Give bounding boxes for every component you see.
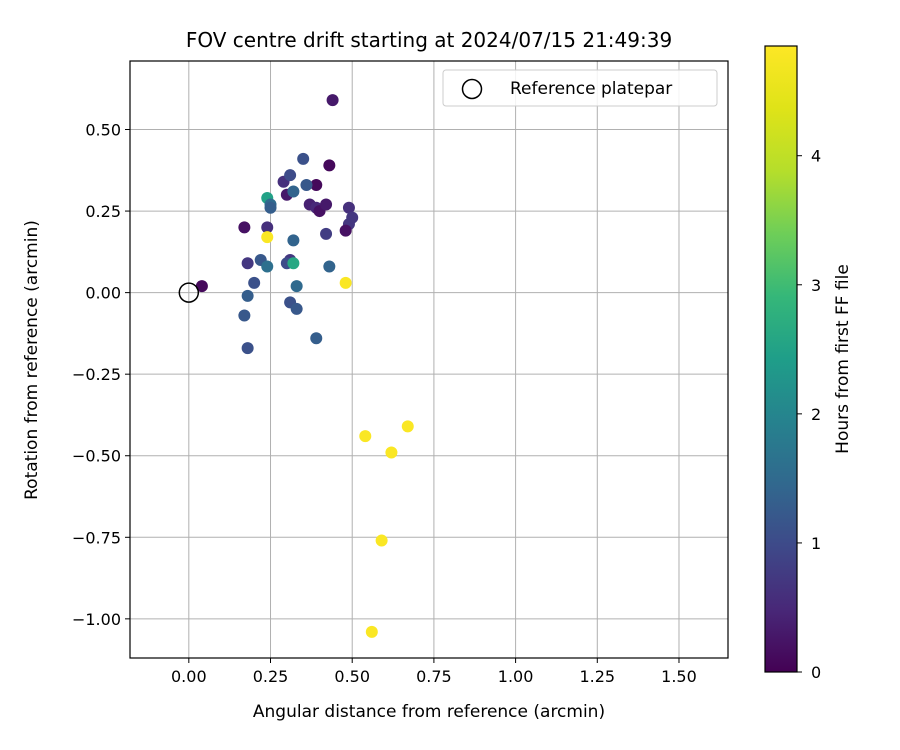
- data-point: [290, 280, 303, 293]
- data-point: [284, 169, 297, 182]
- data-point: [320, 198, 333, 211]
- plot-frame: [129, 60, 729, 659]
- data-point: [297, 152, 310, 165]
- x-tick-label: 0.75: [416, 667, 452, 686]
- data-point: [323, 260, 336, 273]
- data-point: [385, 446, 398, 459]
- y-tick-label: 0.00: [85, 284, 121, 303]
- colorbar-tick-label: 1: [811, 534, 821, 553]
- data-point: [339, 224, 352, 237]
- colorbar-tick-label: 3: [811, 276, 821, 295]
- y-tick-label: −1.00: [72, 610, 121, 629]
- colorbar-ticks: 0 1 2 3 4: [797, 147, 821, 682]
- chart-title: FOV centre drift starting at 2024/07/15 …: [186, 28, 672, 52]
- x-tick-label: 1.50: [661, 667, 697, 686]
- data-point: [326, 94, 339, 107]
- y-tick-label: −0.50: [72, 447, 121, 466]
- data-point: [342, 201, 355, 214]
- legend-box: [442, 69, 718, 107]
- data-point: [241, 289, 254, 302]
- legend-marker-reference: [461, 78, 483, 100]
- reference-point-marker: [178, 282, 200, 303]
- colorbar: 0 1 2 3 4 Hours from first FF file: [764, 45, 853, 682]
- data-point: [241, 342, 254, 355]
- x-axis-ticks: 0.00 0.25 0.50 0.75 1.00 1.25 1.50: [171, 658, 697, 686]
- x-tick-label: 0.25: [253, 667, 289, 686]
- data-point: [401, 420, 414, 433]
- data-point: [195, 280, 208, 293]
- data-point: [339, 276, 352, 289]
- data-point: [346, 211, 359, 224]
- data-point: [310, 178, 323, 191]
- data-point: [241, 257, 254, 270]
- data-point: [238, 309, 251, 322]
- x-axis-label: Angular distance from reference (arcmin): [253, 702, 605, 722]
- x-tick-label: 1.00: [498, 667, 534, 686]
- x-tick-label: 1.25: [579, 667, 615, 686]
- data-point: [287, 257, 300, 270]
- data-point: [290, 302, 303, 315]
- y-tick-label: −0.25: [72, 365, 121, 384]
- data-point: [248, 276, 261, 289]
- data-point: [323, 159, 336, 172]
- colorbar-label: Hours from first FF file: [833, 264, 853, 454]
- data-point: [264, 201, 277, 214]
- y-tick-label: 0.50: [85, 121, 121, 140]
- data-point: [261, 260, 274, 273]
- grid-lines: [130, 61, 728, 658]
- data-point: [320, 227, 333, 240]
- colorbar-tick-label: 4: [811, 147, 821, 166]
- y-tick-label: −0.75: [72, 528, 121, 547]
- data-point: [238, 221, 251, 234]
- data-point: [287, 234, 300, 247]
- data-point: [365, 625, 378, 638]
- data-point: [359, 430, 372, 443]
- colorbar-gradient: [764, 45, 798, 673]
- y-tick-label: 0.25: [85, 202, 121, 221]
- data-point: [261, 231, 274, 244]
- data-point: [261, 221, 274, 234]
- y-axis-label: Rotation from reference (arcmin): [22, 220, 42, 500]
- x-tick-label: 0.50: [334, 667, 370, 686]
- data-point: [375, 534, 388, 547]
- x-tick-label: 0.00: [171, 667, 207, 686]
- legend: Reference platepar: [442, 69, 718, 107]
- data-point: [287, 185, 300, 198]
- data-points: [195, 94, 414, 638]
- colorbar-tick-label: 0: [811, 663, 821, 682]
- data-point: [310, 332, 323, 345]
- y-axis-ticks: 0.50 0.25 0.00 −0.25 −0.50 −0.75 −1.00: [72, 121, 130, 629]
- colorbar-tick-label: 2: [811, 405, 821, 424]
- legend-label-reference: Reference platepar: [510, 79, 672, 99]
- data-point: [300, 178, 313, 191]
